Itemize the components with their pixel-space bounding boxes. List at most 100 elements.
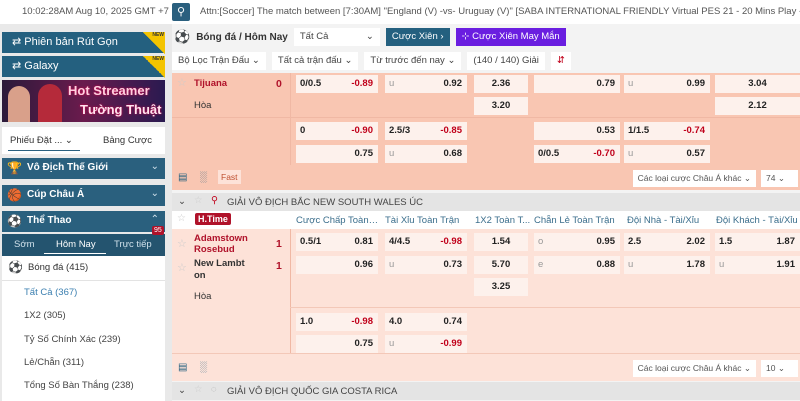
odds-line: u — [628, 259, 634, 270]
parlay-button[interactable]: Cược Xiên › — [385, 28, 450, 46]
odds-line: u — [628, 78, 634, 89]
odds-cell[interactable]: 2.36 — [474, 75, 528, 93]
odds-cell[interactable]: 1/1.5 -0.74 — [624, 122, 710, 140]
compact-version-button[interactable]: ⇄ Phiên bản Rút Gọn NEW — [2, 32, 165, 54]
odds-cell[interactable]: 1.0 -0.98 — [296, 313, 378, 331]
league-count-button[interactable]: (140 / 140) Giải — [467, 52, 545, 70]
search-icon[interactable]: ⚲ — [172, 3, 190, 21]
home-team: Adamstown Rosebud — [194, 233, 248, 255]
odds-cell[interactable]: 0.53 — [534, 122, 620, 140]
chevron-down-icon[interactable]: ⌄ — [178, 196, 186, 207]
sport-soccer[interactable]: Bóng đá (415) — [28, 262, 89, 273]
odds-cell[interactable]: 4.0 0.74 — [385, 313, 467, 331]
sport-item-correct-score[interactable]: Tỷ Số Chính Xác (239) — [24, 334, 121, 345]
odds-cell[interactable]: 2.12 — [715, 97, 800, 115]
swap-icon: ⇄ — [12, 36, 22, 48]
odds-cell[interactable]: u -0.99 — [385, 335, 467, 353]
odds-value: 3.04 — [748, 78, 767, 89]
odds-cell[interactable]: u 0.73 — [385, 256, 467, 274]
market-count-dropdown[interactable]: 10 ⌄ — [761, 360, 798, 377]
favorite-star-icon[interactable]: ☆ — [194, 384, 203, 395]
odds-cell[interactable]: 0.75 — [296, 335, 378, 353]
market-count-dropdown[interactable]: 74 ⌄ — [761, 170, 798, 187]
odds-cell[interactable]: 1.54 — [474, 233, 528, 251]
more-bets-dropdown[interactable]: Các loại cược Châu Á khác ⌄ — [632, 360, 756, 377]
stats-icon[interactable]: ░ — [200, 362, 208, 373]
fast-button[interactable]: Fast — [218, 170, 241, 184]
match-filter-dropdown[interactable]: Bộ Lọc Trận Đấu ⌄ — [172, 52, 266, 70]
lucky-parlay-button[interactable]: ⊹ Cược Xiên May Mắn — [455, 28, 566, 46]
chevron-down-icon[interactable]: ⌄ — [178, 385, 186, 396]
stats-icon[interactable]: ░ — [200, 172, 208, 183]
odds-cell[interactable]: e 0.88 — [534, 256, 620, 274]
odds-value: 0.81 — [354, 236, 374, 247]
odds-cell[interactable]: 0.79 — [534, 75, 620, 93]
favorite-star-icon[interactable]: ☆ — [177, 213, 186, 224]
sport-item-all[interactable]: Tất Cả (367) — [24, 287, 78, 298]
odds-cell[interactable]: 0/0.5 -0.70 — [534, 145, 620, 163]
favorite-star-icon[interactable]: ☆ — [194, 195, 203, 206]
tab-early[interactable]: Sớm — [14, 239, 35, 250]
odds-cell[interactable]: u 0.57 — [624, 145, 710, 163]
sort-icon[interactable]: ⇵ — [550, 52, 571, 70]
odds-cell[interactable]: 0.5/1 0.81 — [296, 233, 378, 251]
odds-line: 0.5/1 — [300, 236, 322, 247]
odds-value: 1.87 — [776, 236, 796, 247]
all-matches-dropdown[interactable]: Tất cả trận đấu ⌄ — [271, 52, 359, 70]
odds-cell[interactable]: 2.5/3 -0.85 — [385, 122, 467, 140]
odds-cell[interactable]: 4/4.5 -0.98 — [385, 233, 467, 251]
announcement-ticker[interactable]: Attn:[Soccer] The match between [7:30AM]… — [200, 6, 800, 17]
odds-cell[interactable]: o 0.95 — [534, 233, 620, 251]
tab-live[interactable]: Trực tiếp — [114, 239, 152, 250]
odds-cell[interactable]: 0/0.5 -0.89 — [296, 75, 378, 93]
odds-cell[interactable]: u 1.78 — [624, 256, 710, 274]
tab-bet-board[interactable]: Bảng Cược — [103, 135, 153, 146]
league-header[interactable]: ⌄ ☆ ◌ GIẢI VÔ ĐỊCH QUỐC GIA COSTA RICA — [172, 382, 800, 400]
tab-today[interactable]: Hôm Nay — [56, 239, 96, 250]
main-panel: ⚽ Bóng đá / Hôm Nay Tất Cả ⌄ Cược Xiên › … — [172, 24, 800, 401]
odds-line: e — [538, 259, 544, 270]
odds-cell[interactable]: u 0.92 — [385, 75, 467, 93]
odds-cell[interactable]: u 0.99 — [624, 75, 710, 93]
odds-cell[interactable]: 0 -0.90 — [296, 122, 378, 140]
list-view-icon[interactable]: ▤ — [178, 362, 188, 373]
tab-bet-slip[interactable]: Phiếu Đặt ... ⌄ — [10, 135, 73, 146]
odds-cell[interactable]: 3.20 — [474, 97, 528, 115]
favorite-star-icon[interactable]: ☆ — [177, 77, 187, 89]
sport-item-1x2[interactable]: 1X2 (305) — [24, 310, 66, 321]
favorite-star-icon[interactable]: ☆ — [177, 238, 187, 250]
soccer-ball-icon: ⚽ — [8, 260, 23, 274]
odds-cell[interactable]: u 1.91 — [715, 256, 800, 274]
odds-cell[interactable]: u 0.68 — [385, 145, 467, 163]
divider — [290, 229, 291, 354]
odds-cell[interactable]: 0.75 — [296, 145, 378, 163]
home-score: 1 — [276, 238, 282, 250]
category-sports[interactable]: ⚽ Thể Thao ⌃ — [2, 211, 165, 232]
odds-cell[interactable]: 1.5 1.87 — [715, 233, 800, 251]
odds-line: u — [389, 78, 395, 89]
odds-cell[interactable]: 3.04 — [715, 75, 800, 93]
sport-item-odd-even[interactable]: Lẻ/Chẵn (311) — [24, 357, 85, 368]
list-view-icon[interactable]: ▤ — [178, 172, 188, 183]
odds-cell[interactable]: 3.25 — [474, 278, 528, 296]
match-block-tijuana: ☆ Tijuana 0 Hòa 0/0.5 -0.89 u 0.92 2.36 0.79 u… — [172, 73, 800, 190]
odds-cell[interactable]: 0.96 — [296, 256, 378, 274]
favorite-star-icon[interactable]: ☆ — [177, 262, 187, 274]
more-bets-dropdown[interactable]: Các loại cược Châu Á khác ⌄ — [632, 170, 756, 187]
odds-value: 1.54 — [491, 236, 511, 247]
galaxy-label: Galaxy — [24, 60, 59, 72]
league-header[interactable]: ⌄ ☆ ⚲ GIẢI VÔ ĐỊCH BẮC NEW SOUTH WALES Ú… — [172, 193, 800, 211]
odds-cell[interactable]: 2.5 2.02 — [624, 233, 710, 251]
hot-streamer-banner[interactable]: Hot Streamer Tường Thuật — [2, 80, 165, 122]
active-tab-indicator — [44, 253, 106, 254]
odds-value: 0.57 — [686, 148, 706, 159]
column-header: ☆ H.Time Cược Chấp Toàn T... Tài Xỉu Toà… — [172, 211, 800, 229]
sport-item-total-goals[interactable]: Tổng Số Bàn Thắng (238) — [24, 380, 134, 391]
galaxy-button[interactable]: ⇄ Galaxy NEW — [2, 56, 165, 78]
category-world-cup[interactable]: 🏆 Vô Địch Thế Giới ⌄ — [2, 158, 165, 179]
odds-line: u — [389, 338, 395, 349]
date-range-dropdown[interactable]: Từ trước đến nay ⌄ — [364, 52, 462, 70]
market-select[interactable]: Tất Cả ⌄ — [293, 28, 380, 46]
odds-cell[interactable]: 5.70 — [474, 256, 528, 274]
category-asian-cup[interactable]: 🏀 Cúp Châu Á ⌄ — [2, 185, 165, 206]
